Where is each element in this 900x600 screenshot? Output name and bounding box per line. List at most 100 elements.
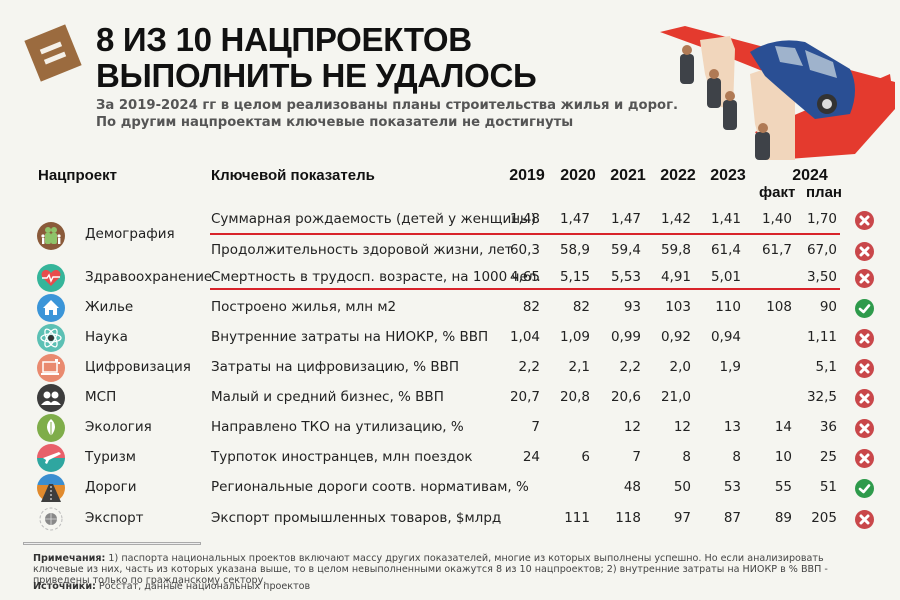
globe-export-icon — [37, 505, 65, 533]
page-title: 8 ИЗ 10 НАЦПРОЕКТОВ ВЫПОЛНИТЬ НЕ УДАЛОСЬ — [96, 21, 537, 94]
fail-icon — [855, 211, 874, 230]
title-line-1: 8 ИЗ 10 НАЦПРОЕКТОВ — [96, 21, 472, 58]
project-name: Наука — [85, 329, 128, 345]
indicator: Построено жилья, млн м2 — [211, 299, 397, 315]
airplane-globe-icon — [37, 444, 65, 472]
table-row: МСП Малый и средний бизнес, % ВВП 20,7 2… — [0, 383, 900, 413]
project-name: Цифровизация — [85, 359, 191, 375]
value-2021: 5,53 — [610, 269, 641, 285]
value-2019: 20,7 — [509, 389, 540, 405]
value-2022: 21,0 — [660, 389, 691, 405]
value-2024-plan: 51 — [819, 479, 837, 495]
check-icon — [855, 299, 874, 318]
indicator: Направлено ТКО на утилизацию, % — [211, 419, 464, 435]
table-row: Туризм Турпоток иностранцев, млн поездок… — [0, 443, 900, 473]
project-name: Демография — [85, 226, 175, 242]
indicator: Продолжительность здоровой жизни, лет — [211, 242, 513, 258]
value-2019: 24 — [522, 449, 540, 465]
value-2019: 1,48 — [509, 211, 540, 227]
people-group-icon — [37, 384, 65, 412]
value-2020: 1,47 — [559, 211, 590, 227]
value-2021: 48 — [623, 479, 641, 495]
value-2021: 7 — [632, 449, 641, 465]
house-icon — [37, 294, 65, 322]
value-2021: 2,2 — [619, 359, 641, 375]
value-2022: 0,92 — [660, 329, 691, 345]
column-header-2021: 2021 — [610, 167, 646, 184]
value-2021: 20,6 — [610, 389, 641, 405]
table-row: Здравоохранение Смертность в трудосп. во… — [0, 263, 900, 293]
fail-icon — [855, 269, 874, 288]
subtitle-line-2: По другим нацпроектам ключевые показател… — [96, 115, 574, 130]
subtitle: За 2019-2024 гг в целом реализованы план… — [96, 97, 678, 131]
table-row: Экспорт Экспорт промышленных товаров, $м… — [0, 504, 900, 534]
footer-divider — [23, 542, 201, 545]
value-2024-fact: 61,7 — [761, 242, 792, 258]
sources: Источники: Росстат, данные национальных … — [33, 581, 310, 592]
table-row: Дороги Региональные дороги соотв. нормат… — [0, 473, 900, 503]
value-2022: 97 — [673, 510, 691, 526]
table-row: Суммарная рождаемость (детей у женщины) … — [0, 205, 900, 235]
family-icon — [37, 222, 65, 250]
project-name: Туризм — [85, 449, 136, 465]
value-2020: 2,1 — [568, 359, 590, 375]
road-icon — [37, 474, 65, 502]
footnotes: Примечания: 1) паспорта национальных про… — [33, 553, 873, 586]
value-2020: 1,09 — [559, 329, 590, 345]
highlight-underline — [210, 288, 840, 290]
atom-icon — [37, 324, 65, 352]
value-2023: 13 — [723, 419, 741, 435]
value-2020: 6 — [581, 449, 590, 465]
column-header-indicator: Ключевой показатель — [211, 167, 375, 184]
sources-text: Росстат, данные национальных проектов — [95, 581, 311, 592]
red-carpet-car-illustration — [660, 26, 895, 160]
column-header-plan: план — [806, 184, 842, 201]
value-2024-plan: 32,5 — [806, 389, 837, 405]
value-2020: 111 — [564, 510, 590, 526]
fail-icon — [855, 389, 874, 408]
leaf-icon — [37, 414, 65, 442]
table-row: Цифровизация Затраты на цифровизацию, % … — [0, 353, 900, 383]
indicator: Малый и средний бизнес, % ВВП — [211, 389, 444, 405]
value-2022: 59,8 — [660, 242, 691, 258]
value-2024-plan: 1,70 — [806, 211, 837, 227]
column-header-fact: факт — [759, 184, 796, 201]
value-2024-plan: 90 — [819, 299, 837, 315]
value-2024-fact: 10 — [774, 449, 792, 465]
value-2022: 50 — [673, 479, 691, 495]
computer-icon — [37, 354, 65, 382]
notes-label: Примечания: — [33, 553, 106, 564]
project-name: МСП — [85, 389, 117, 405]
check-icon — [855, 479, 874, 498]
highlight-underline — [210, 233, 840, 235]
value-2020: 20,8 — [559, 389, 590, 405]
value-2023: 87 — [723, 510, 741, 526]
value-2021: 0,99 — [610, 329, 641, 345]
value-2021: 59,4 — [610, 242, 641, 258]
column-header-2022: 2022 — [660, 167, 696, 184]
indicator: Экспорт промышленных товаров, $млрд — [211, 510, 502, 526]
project-demography: Демография — [0, 220, 900, 250]
value-2021: 12 — [623, 419, 641, 435]
value-2022: 103 — [665, 299, 691, 315]
value-2019: 2,2 — [518, 359, 540, 375]
column-header-2024: 2024 — [792, 167, 828, 184]
value-2024-fact: 14 — [774, 419, 792, 435]
notes-text: 1) паспорта национальных проектов включа… — [33, 553, 828, 586]
value-2024-fact: 89 — [774, 510, 792, 526]
indicator: Смертность в трудосп. возрасте, на 1000 … — [211, 269, 541, 285]
value-2022: 2,0 — [669, 359, 691, 375]
value-2024-plan: 5,1 — [815, 359, 837, 375]
value-2024-plan: 3,50 — [806, 269, 837, 285]
value-2024-fact: 108 — [766, 299, 792, 315]
indicator: Затраты на цифровизацию, % ВВП — [211, 359, 460, 375]
value-2021: 118 — [615, 510, 641, 526]
column-header-project: Нацпроект — [38, 167, 117, 184]
value-2023: 5,01 — [710, 269, 741, 285]
value-2024-plan: 67,0 — [806, 242, 837, 258]
project-name: Жилье — [85, 299, 134, 315]
subtitle-line-1: За 2019-2024 гг в целом реализованы план… — [96, 98, 678, 113]
project-name: Экспорт — [85, 510, 144, 526]
value-2024-fact: 55 — [774, 479, 792, 495]
value-2022: 8 — [682, 449, 691, 465]
